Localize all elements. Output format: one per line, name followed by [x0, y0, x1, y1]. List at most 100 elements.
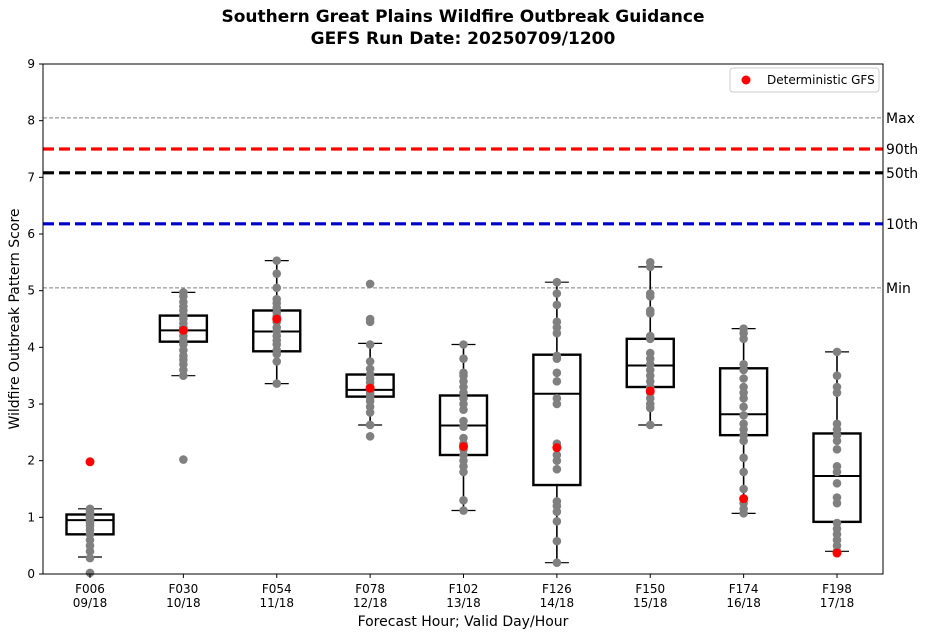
x-tick-label-hour: F102 [449, 582, 479, 596]
ref-label-10th: 10th [886, 217, 918, 233]
member-point [552, 289, 562, 298]
member-point [552, 377, 562, 386]
reference-line-labels: Max 90th 50th 10th Min [886, 111, 918, 297]
member-point [645, 348, 655, 358]
member-point [552, 394, 562, 403]
member-point [739, 382, 748, 392]
member-point [832, 347, 842, 357]
legend: Deterministic GFS [729, 67, 880, 93]
member-point [552, 351, 562, 361]
member-point [832, 371, 842, 380]
member-point [459, 354, 468, 363]
member-point [552, 536, 562, 546]
member-point [832, 382, 842, 392]
member-point [739, 419, 748, 429]
ref-label-min: Min [886, 281, 911, 297]
x-tick-label-valid: 09/18 [73, 596, 108, 610]
member-point [832, 419, 842, 429]
x-tick-label-hour: F054 [262, 582, 292, 596]
member-point [552, 277, 562, 287]
member-point [459, 368, 468, 378]
x-tick-label-valid: 17/18 [820, 596, 855, 610]
gfs-point [832, 548, 842, 558]
member-point [739, 484, 748, 494]
x-tick-label-hour: F126 [542, 582, 572, 596]
member-point [645, 306, 655, 315]
ref-label-max: Max [886, 111, 915, 127]
member-point [552, 368, 562, 378]
member-point [645, 289, 655, 298]
y-tick-label: 1 [27, 510, 35, 524]
member-point [459, 506, 468, 515]
x-tick-label-hour: F198 [822, 582, 852, 596]
legend-frame [729, 67, 880, 93]
x-tick-label-valid: 15/18 [633, 596, 668, 610]
member-point [552, 300, 562, 310]
y-tick-label: 6 [27, 227, 35, 241]
x-tick-label-hour: F174 [729, 582, 759, 596]
member-point [272, 269, 282, 278]
x-tick-label-hour: F006 [75, 582, 105, 596]
member-point [739, 411, 748, 420]
member-point [739, 374, 748, 383]
x-tick-label-valid: 12/18 [353, 596, 388, 610]
member-point [459, 340, 468, 349]
y-tick-label: 4 [27, 340, 35, 354]
member-point [832, 462, 842, 471]
member-point [739, 324, 748, 333]
chart-title: Southern Great Plains Wildfire Outbreak … [222, 7, 705, 27]
reference-lines [43, 117, 883, 289]
ref-label-50th: 50th [886, 166, 918, 182]
y-tick-label: 8 [27, 114, 35, 128]
member-point [832, 479, 842, 488]
member-point [739, 360, 748, 369]
y-axis-label: Wildfire Outbreak Pattern Score [7, 208, 23, 429]
legend-gfs-marker [741, 75, 751, 85]
y-axis: 0 1 2 3 4 5 6 7 8 9 [27, 57, 43, 581]
x-tick-label-valid: 14/18 [540, 596, 575, 610]
member-point [85, 568, 95, 578]
member-point [365, 314, 375, 324]
member-point [552, 464, 562, 474]
y-tick-label: 5 [27, 284, 35, 298]
gfs-point [459, 442, 468, 451]
x-tick-label-hour: F078 [355, 582, 385, 596]
member-point [272, 283, 282, 293]
y-tick-label: 9 [27, 57, 35, 71]
member-point [552, 497, 562, 506]
member-point [85, 504, 95, 514]
member-point [272, 379, 282, 388]
member-point [459, 433, 468, 443]
member-point [179, 288, 188, 297]
member-point [365, 340, 375, 349]
member-point [552, 558, 562, 567]
y-tick-label: 0 [27, 567, 35, 581]
y-tick-label: 2 [27, 454, 35, 468]
x-tick-label-hour: F150 [635, 582, 665, 596]
x-tick-label-valid: 16/18 [726, 596, 761, 610]
x-tick-label-valid: 10/18 [166, 596, 201, 610]
member-point [552, 517, 562, 526]
member-point [739, 402, 748, 412]
member-point [832, 445, 842, 454]
member-point [459, 496, 468, 505]
ensemble-member-points [85, 256, 842, 578]
member-point [739, 467, 748, 477]
member-point [832, 493, 842, 502]
member-point [739, 453, 748, 463]
member-point [365, 279, 375, 289]
x-tick-label-valid: 13/18 [446, 596, 481, 610]
member-point [645, 331, 655, 341]
member-point [272, 294, 282, 304]
member-point [552, 317, 562, 327]
gfs-point [85, 457, 95, 467]
gfs-point [178, 325, 188, 335]
member-point [272, 357, 282, 366]
member-point [832, 518, 842, 528]
x-axis-label: Forecast Hour; Valid Day/Hour [358, 614, 569, 630]
member-point [365, 357, 375, 366]
member-point [365, 432, 375, 441]
gfs-point [739, 494, 749, 504]
